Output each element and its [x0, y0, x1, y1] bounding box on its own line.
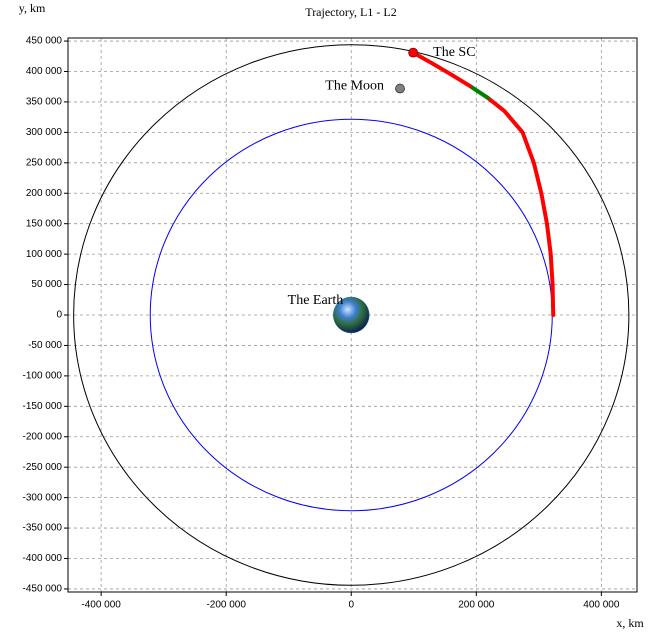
- y-tick-label: 0: [56, 310, 62, 321]
- y-axis-label: y, km: [19, 1, 46, 15]
- y-tick-label: 400 000: [26, 66, 63, 77]
- moon-marker: [396, 84, 405, 93]
- y-tick-label: 50 000: [31, 279, 62, 290]
- y-tick-label: -350 000: [23, 523, 63, 534]
- page: {"chart_data": { "type": "line", "title"…: [0, 0, 657, 633]
- y-tick-label: 100 000: [26, 249, 63, 260]
- y-tick-label: 450 000: [26, 36, 63, 47]
- x-tick-label: -200 000: [206, 600, 246, 611]
- y-tick-label: 200 000: [26, 188, 63, 199]
- y-tick-label: 250 000: [26, 157, 63, 168]
- y-tick-label: -150 000: [23, 401, 63, 412]
- y-tick-label: 350 000: [26, 97, 63, 108]
- y-tick-label: 150 000: [26, 218, 63, 229]
- x-axis-label: x, km: [616, 616, 644, 630]
- y-tick-label: -450 000: [23, 584, 63, 595]
- y-tick-label: -200 000: [23, 431, 63, 442]
- chart-title: Trajectory, L1 - L2: [305, 5, 396, 19]
- y-tick-label: 300 000: [26, 127, 63, 138]
- x-tick-label: 400 000: [583, 600, 620, 611]
- point-label: The SC: [433, 45, 475, 60]
- x-tick-label: 200 000: [458, 600, 495, 611]
- y-tick-label: -100 000: [23, 371, 63, 382]
- point-label: The Moon: [325, 79, 384, 94]
- y-tick-label: -50 000: [28, 340, 62, 351]
- y-tick-label: -250 000: [23, 462, 63, 473]
- sc-marker: [409, 48, 418, 57]
- y-tick-label: -400 000: [23, 553, 63, 564]
- y-tick-label: -300 000: [23, 492, 63, 503]
- chart: Trajectory, L1 - L2 y, km x, km 450 000 4…: [0, 0, 657, 633]
- point-label: The Earth: [288, 293, 344, 308]
- x-tick-label: 0: [348, 600, 354, 611]
- x-tick-label: -400 000: [81, 600, 121, 611]
